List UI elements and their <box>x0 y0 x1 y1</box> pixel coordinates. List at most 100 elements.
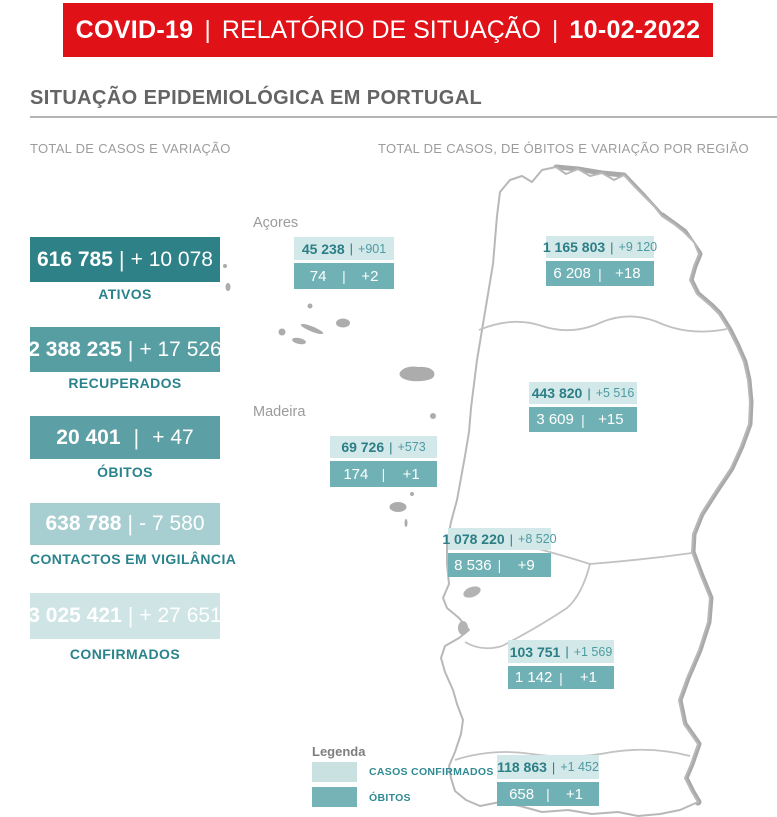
region-separator: | <box>509 531 514 547</box>
stat-box-obitos: 20 401 | + 47 <box>30 416 220 459</box>
stat-separator: | <box>127 336 134 362</box>
region-cases-variation: +901 <box>358 241 387 256</box>
legend-swatch-casos-confirmados <box>312 762 357 782</box>
stat-separator: | <box>127 511 134 536</box>
region-cases-variation: +5 516 <box>595 386 635 400</box>
madeira-label: Madeira <box>253 404 306 420</box>
stat-label-obitos: ÓBITOS <box>97 464 153 480</box>
stat-separator: | <box>127 603 134 628</box>
region-deaths-variation: +9 <box>517 556 535 574</box>
region-deaths-variation: +1 <box>565 785 583 803</box>
region-deaths-variation: +1 <box>402 465 420 483</box>
stat-value: 20 401 <box>56 425 121 449</box>
border-norte-centro <box>478 315 728 333</box>
region-stats-lisboa-vale-tejo: 1 078 220 | +8 520 8 536 | +9 <box>442 528 557 577</box>
banner-brand: COVID-19 <box>75 15 194 44</box>
stat-value: 616 785 <box>37 247 113 271</box>
region-stats-norte: 1 165 803 | +9 120 6 208 | +18 <box>542 236 657 286</box>
sado-estuary <box>458 621 468 635</box>
region-deaths: 74 <box>309 267 327 285</box>
region-cases-row: 443 820 | +5 516 <box>529 382 637 404</box>
region-deaths-row: 74 | +2 <box>294 263 394 289</box>
region-cases: 103 751 <box>509 643 561 660</box>
legend-label-obitos: ÓBITOS <box>369 792 411 804</box>
region-cases-row: 1 078 220 | +8 520 <box>442 528 557 550</box>
acores-label: Açores <box>253 215 299 231</box>
region-stats-alentejo: 103 751 | +1 569 1 142 | +1 <box>508 640 614 689</box>
region-cases-row: 1 165 803 | +9 120 <box>542 236 657 258</box>
region-deaths-variation: +15 <box>598 411 624 428</box>
region-deaths-row: 8 536 | +9 <box>448 553 551 577</box>
report-banner: COVID-19 | RELATÓRIO DE SITUAÇÃO | 10-02… <box>63 3 713 57</box>
region-cases-row: 118 863 | +1 452 <box>497 755 599 779</box>
region-separator: | <box>389 439 393 455</box>
stat-label-confirmados: CONFIRMADOS <box>69 646 181 662</box>
region-cases-row: 45 238 | +901 <box>294 237 394 260</box>
stat-separator: | <box>133 424 140 450</box>
region-deaths: 658 <box>509 785 535 803</box>
region-deaths-variation: +1 <box>579 669 597 686</box>
region-deaths-variation: +18 <box>615 265 641 282</box>
region-separator: | <box>587 385 591 401</box>
region-cases: 118 863 <box>497 759 547 775</box>
region-cases-variation: +1 569 <box>573 644 613 659</box>
stat-box-confirmados: 3 025 421 | + 27 651 <box>28 593 222 639</box>
region-deaths-row: 174 | +1 <box>330 461 437 487</box>
region-deaths-variation: +2 <box>361 267 379 285</box>
region-stats-acores: 45 238 | +901 74 | +2 <box>294 237 394 289</box>
region-deaths: 6 208 <box>553 265 591 282</box>
region-cases: 1 078 220 <box>442 531 505 547</box>
region-separator: | <box>565 644 569 659</box>
totals-heading: TOTAL DE CASOS E VARIAÇÃO <box>30 141 231 156</box>
legend-title: Legenda <box>312 744 366 759</box>
region-deaths-row: 658 | +1 <box>497 782 599 806</box>
region-separator: | <box>581 411 585 428</box>
stat-box-contactos: 638 788 | - 7 580 <box>30 503 220 545</box>
border-lvt <box>464 563 591 650</box>
region-separator: | <box>349 241 354 256</box>
region-cases-variation: +9 120 <box>618 240 658 254</box>
region-separator: | <box>546 786 550 802</box>
region-deaths: 174 <box>343 465 369 483</box>
madeira-islands <box>389 492 414 527</box>
region-deaths-row: 6 208 | +18 <box>546 261 654 286</box>
region-cases: 443 820 <box>531 385 583 401</box>
banner-separator: | <box>551 15 559 44</box>
page-title: SITUAÇÃO EPIDEMIOLÓGICA EM PORTUGAL <box>30 87 483 109</box>
banner-separator: | <box>204 15 211 44</box>
region-stats-algarve: 118 863 | +1 452 658 | +1 <box>497 755 599 806</box>
acores-islands <box>223 264 436 419</box>
region-deaths-row: 3 609 | +15 <box>529 407 637 432</box>
region-separator: | <box>342 268 346 284</box>
tejo-estuary <box>463 586 481 598</box>
region-separator: | <box>381 466 386 482</box>
region-deaths: 8 536 <box>454 556 492 574</box>
stat-label-contactos: CONTACTOS EM VIGILÂNCIA <box>30 551 237 567</box>
region-cases-row: 103 751 | +1 569 <box>508 640 614 663</box>
region-cases-row: 69 726 | +573 <box>330 436 437 458</box>
region-cases-variation: +573 <box>397 440 426 454</box>
stat-variation: + 17 526 <box>139 337 222 361</box>
legend-swatch-obitos <box>312 787 357 807</box>
stat-label-recuperados: RECUPERADOS <box>68 375 182 391</box>
stat-value: 2 388 235 <box>28 337 122 361</box>
stat-box-ativos: 616 785 | + 10 078 <box>30 237 220 282</box>
stat-label-ativos: ATIVOS <box>98 286 152 302</box>
legend-label-casos-confirmados: CASOS CONFIRMADOS <box>369 766 494 778</box>
title-divider <box>30 116 777 118</box>
stat-variation: + 27 651 <box>139 604 222 627</box>
stat-variation: + 10 078 <box>130 247 213 271</box>
region-cases: 45 238 <box>301 240 345 257</box>
region-cases: 1 165 803 <box>542 239 606 255</box>
banner-date: 10-02-2022 <box>569 15 701 44</box>
region-separator: | <box>551 759 556 775</box>
region-cases-variation: +1 452 <box>560 760 599 774</box>
region-stats-madeira: 69 726 | +573 174 | +1 <box>330 436 437 487</box>
stat-variation: - 7 580 <box>139 512 205 535</box>
stat-separator: | <box>118 246 125 272</box>
banner-report-title: RELATÓRIO DE SITUAÇÃO <box>221 15 541 44</box>
region-cases: 69 726 <box>341 439 385 455</box>
region-separator: | <box>598 265 602 282</box>
stat-value: 3 025 421 <box>28 604 122 627</box>
